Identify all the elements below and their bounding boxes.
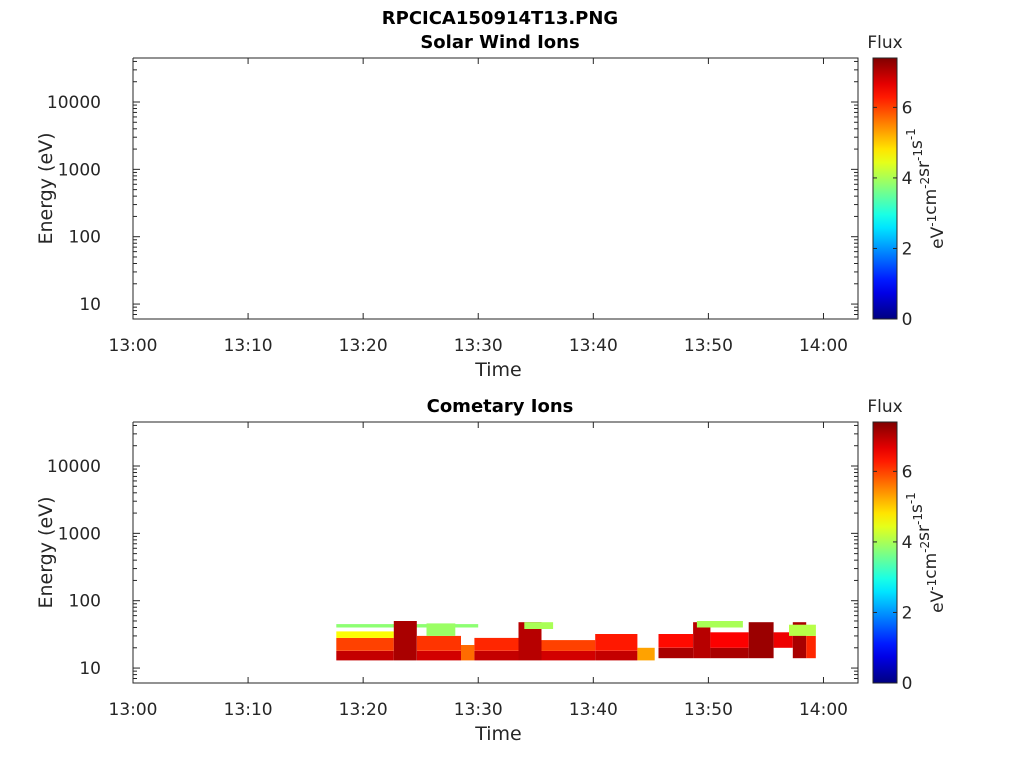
flux-cell bbox=[710, 632, 749, 648]
x-tick-label: 13:30 bbox=[454, 336, 503, 356]
colorbar-title: Flux bbox=[867, 397, 902, 417]
flux-cell bbox=[773, 632, 793, 648]
flux-cell bbox=[336, 650, 394, 661]
flux-cell bbox=[789, 624, 816, 636]
flux-cell bbox=[595, 650, 638, 661]
flux-cell bbox=[595, 634, 638, 651]
y-tick-label: 1000 bbox=[58, 524, 101, 544]
figure-title: RPCICA150914T13.PNG bbox=[382, 8, 618, 29]
y-tick-label: 10000 bbox=[47, 457, 101, 477]
panel-title: Cometary Ions bbox=[427, 396, 574, 417]
x-tick-label: 13:40 bbox=[569, 336, 618, 356]
x-axis-label: Time bbox=[474, 723, 522, 745]
flux-cell bbox=[541, 640, 596, 651]
x-tick-label: 13:10 bbox=[224, 336, 273, 356]
flux-cell bbox=[710, 647, 749, 659]
flux-cell bbox=[748, 622, 774, 659]
x-tick-label: 13:50 bbox=[684, 700, 733, 720]
x-tick-label: 13:00 bbox=[109, 336, 158, 356]
x-tick-label: 13:20 bbox=[339, 700, 388, 720]
y-tick-label: 100 bbox=[69, 228, 101, 248]
x-tick-label: 13:00 bbox=[109, 700, 158, 720]
panel-title: Solar Wind Ions bbox=[420, 32, 579, 53]
flux-cell bbox=[637, 647, 655, 661]
y-tick-label: 10 bbox=[79, 659, 101, 679]
y-axis-label: Energy (eV) bbox=[35, 132, 57, 244]
x-tick-label: 13:40 bbox=[569, 700, 618, 720]
flux-cell bbox=[693, 622, 711, 659]
colorbar bbox=[872, 421, 898, 684]
flux-cell bbox=[336, 631, 394, 638]
flux-cell bbox=[541, 650, 596, 661]
x-tick-label: 13:30 bbox=[454, 700, 503, 720]
flux-cell bbox=[658, 647, 693, 659]
colorbar-unit-label: eV-1cm-2sr-1s-1 bbox=[904, 128, 948, 249]
y-tick-label: 100 bbox=[69, 592, 101, 612]
x-axis-label: Time bbox=[474, 359, 522, 381]
flux-cell bbox=[416, 635, 461, 651]
x-tick-label: 13:20 bbox=[339, 336, 388, 356]
flux-cell bbox=[461, 645, 475, 661]
colorbar-tick-label: 2 bbox=[902, 239, 913, 259]
x-tick-label: 13:10 bbox=[224, 700, 273, 720]
colorbar-tick-label: 4 bbox=[902, 169, 913, 189]
colorbar-tick-label: 6 bbox=[902, 98, 913, 118]
colorbar-title: Flux bbox=[867, 33, 902, 53]
flux-cell bbox=[524, 622, 554, 629]
flux-cell bbox=[474, 637, 519, 651]
colorbar-tick-label: 4 bbox=[902, 533, 913, 553]
colorbar-unit-label: eV-1cm-2sr-1s-1 bbox=[904, 492, 948, 613]
flux-cell bbox=[806, 635, 816, 659]
y-tick-label: 10000 bbox=[47, 93, 101, 113]
flux-cell bbox=[518, 622, 542, 661]
flux-cell bbox=[426, 623, 456, 636]
y-tick-label: 10 bbox=[79, 295, 101, 315]
solar-wind-panel: Solar Wind Ions 13:00 13:10 13:20 13:30 13:40… bbox=[35, 32, 948, 381]
axes-frame bbox=[132, 57, 859, 320]
flux-cell bbox=[416, 650, 461, 661]
y-tick-label: 1000 bbox=[58, 160, 101, 180]
flux-cell bbox=[393, 621, 417, 661]
x-tick-label: 13:50 bbox=[684, 336, 733, 356]
flux-cell bbox=[696, 621, 743, 628]
x-tick-label: 14:00 bbox=[799, 700, 848, 720]
flux-cell bbox=[474, 650, 519, 661]
colorbar bbox=[872, 57, 898, 320]
x-tick-label: 14:00 bbox=[799, 336, 848, 356]
colorbar-tick-label: 0 bbox=[902, 674, 913, 694]
flux-cell bbox=[658, 634, 693, 648]
flux-cell bbox=[336, 637, 394, 651]
y-axis-label: Energy (eV) bbox=[35, 496, 57, 608]
colorbar-tick-label: 0 bbox=[902, 310, 913, 330]
cometary-panel: Cometary Ions 13:00 13:10 13:20 13:30 13:40 13… bbox=[35, 396, 948, 745]
colorbar-tick-label: 2 bbox=[902, 603, 913, 623]
colorbar-tick-label: 6 bbox=[902, 462, 913, 482]
